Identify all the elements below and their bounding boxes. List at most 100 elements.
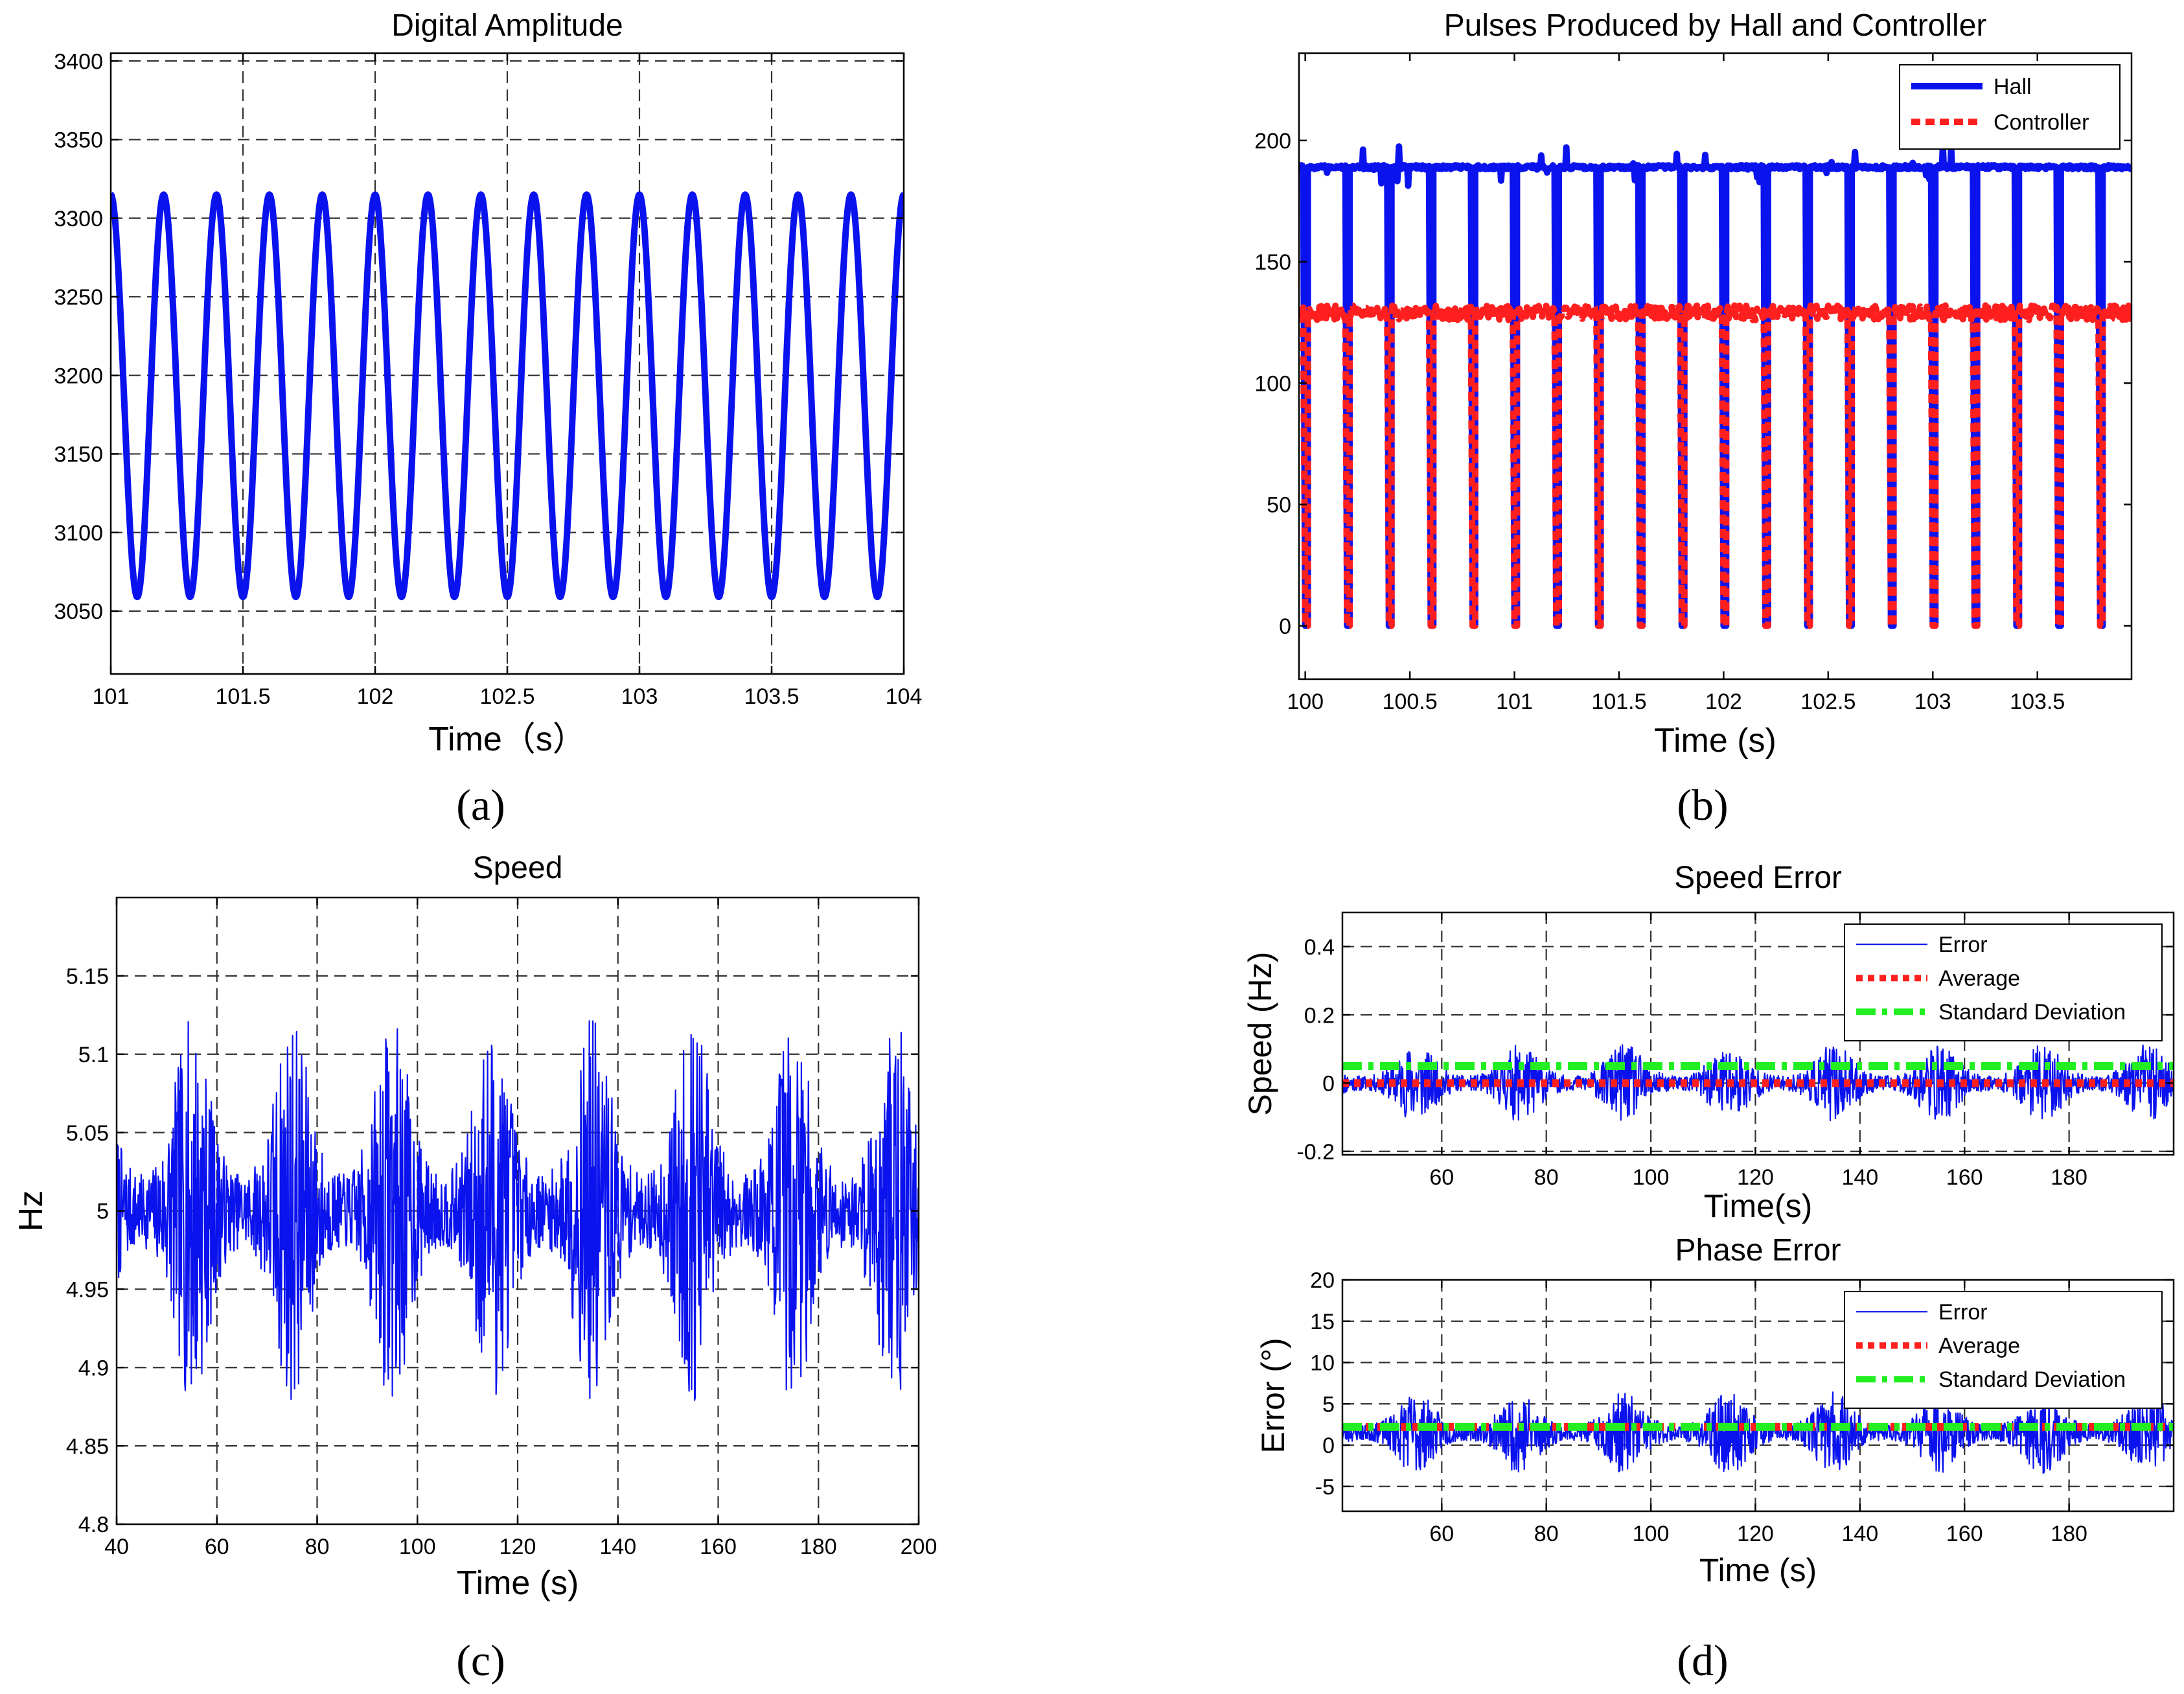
x-tick-label: 180: [2051, 1522, 2087, 1546]
y-tick-label: -5: [1315, 1475, 1335, 1500]
series-amplitude: [111, 191, 904, 601]
y-axis-label: Error (°): [1255, 1338, 1291, 1453]
legend: Hall Controller: [1899, 64, 2121, 150]
y-tick-label: 200: [1254, 129, 1291, 154]
x-tick-label: 120: [500, 1535, 536, 1559]
x-tick-label: 102.5: [1800, 690, 1856, 714]
x-tick-label: 120: [1737, 1522, 1774, 1546]
x-tick-label: 103: [621, 684, 658, 709]
y-tick-label: 4.8: [78, 1513, 109, 1537]
y-axis-label: Speed (Hz): [1242, 952, 1278, 1116]
y-axis-label: Hz: [12, 1190, 50, 1232]
y-tick-label: 5: [97, 1200, 109, 1224]
x-tick-label: 180: [2051, 1165, 2087, 1190]
series-group: [111, 191, 904, 601]
x-tick-label: 40: [104, 1535, 129, 1559]
y-tick-label: 50: [1267, 493, 1291, 518]
x-tick-label: 100: [1633, 1522, 1670, 1546]
chart-d1: 60 80 100 120 140 160 180 -0.2 0 0.2 0.4 Speed Erro…: [1242, 861, 2175, 1224]
x-tick-label: 104: [886, 684, 923, 709]
y-tick-label: 150: [1254, 250, 1291, 275]
y-tick-label: 3300: [54, 207, 103, 231]
y-tick-label: 3050: [54, 599, 103, 624]
x-tick-label: 103: [1914, 690, 1951, 714]
x-axis-label: Time (s): [1654, 722, 1776, 760]
x-tick-label: 60: [205, 1535, 229, 1559]
legend-label: Average: [1938, 1334, 2020, 1358]
y-tick-label: 4.95: [66, 1278, 109, 1303]
x-axis-label: Time(s): [1704, 1188, 1813, 1224]
y-tick-label: 0: [1279, 614, 1291, 639]
plot-area: [1299, 53, 2132, 679]
legend-box: [1899, 64, 2121, 150]
chart-d2: 60 80 100 120 140 160 180 -5 0 5 10 15 20 Phase Error…: [1255, 1233, 2175, 1588]
y-tick-label: 5.15: [66, 964, 109, 989]
series-group: [117, 1020, 919, 1401]
y-tick-label: 3150: [54, 443, 103, 467]
x-axis-label: Time（s）: [428, 721, 586, 758]
x-tick-label: 100: [399, 1535, 436, 1559]
axes-frame: [1298, 52, 2133, 680]
x-tick-label: 80: [1534, 1165, 1559, 1190]
legend-label: Controller: [1994, 110, 2089, 135]
legend-label: Hall: [1994, 75, 2032, 99]
y-tick-label: 3400: [54, 49, 103, 74]
chart-c: 40 60 80 100 120 140 160 180 200 4.8 4.85 4.9 4.95 5 5…: [12, 851, 937, 1602]
legend-box: [1844, 1291, 2163, 1409]
chart-title: Speed Error: [1674, 861, 1842, 895]
x-tick-label: 101: [93, 684, 130, 709]
chart-b: 100 100.5 101 101.5 102 102.5 103 103.5 0 50 100 15…: [1254, 8, 2133, 760]
panel-label-b: (b): [1677, 780, 1728, 830]
x-tick-label: 100: [1287, 690, 1324, 714]
y-tick-label: 3250: [54, 285, 103, 310]
axes-frame: [1341, 1279, 2175, 1513]
x-axis-label: Time (s): [1699, 1552, 1817, 1588]
x-tick-label: 80: [305, 1535, 330, 1559]
x-tick-label: 101.5: [1591, 690, 1646, 714]
y-tick-label: 10: [1310, 1351, 1335, 1376]
series-group: [1342, 1391, 2174, 1474]
panel-label-a: (a): [456, 780, 505, 830]
x-tick-label: 60: [1429, 1522, 1454, 1546]
y-tick-label: 15: [1310, 1310, 1335, 1334]
x-tick-label: 102: [1705, 690, 1742, 714]
chart-title: Digital Amplitude: [391, 8, 623, 43]
y-tick-label: 0.2: [1304, 1003, 1335, 1028]
x-tick-label: 200: [901, 1535, 937, 1559]
y-tick-label: 4.85: [66, 1434, 109, 1459]
legend-label: Standard Deviation: [1938, 1000, 2126, 1025]
x-tick-label: 100: [1633, 1165, 1670, 1190]
x-axis-label: Time (s): [457, 1564, 579, 1602]
legend-label: Standard Deviation: [1938, 1367, 2126, 1392]
x-tick-label: 160: [700, 1535, 737, 1559]
legend-label: Average: [1938, 966, 2020, 991]
y-tick-label: 100: [1254, 371, 1291, 396]
legend-box: [1844, 923, 2163, 1041]
y-tick-label: -0.2: [1296, 1140, 1335, 1165]
chart-title: Pulses Produced by Hall and Controller: [1444, 8, 1987, 43]
series-controller: [1299, 302, 2132, 629]
y-tick-label: 20: [1310, 1268, 1335, 1293]
x-tick-label: 160: [1946, 1522, 1983, 1546]
x-tick-label: 101: [1496, 690, 1533, 714]
y-tick-label: 0.4: [1304, 935, 1335, 960]
chart-a: 101 101.5 102 102.5 103 103.5 104 3050 3100 3150 3…: [54, 8, 922, 758]
grid-lines: [111, 53, 904, 674]
x-tick-label: 100.5: [1383, 690, 1438, 714]
series-group: [1342, 1044, 2174, 1122]
y-tick-label: 5: [1322, 1392, 1335, 1417]
axes-frame: [1341, 911, 2175, 1156]
y-tick-label: 3200: [54, 364, 103, 388]
y-tick-label: 0: [1322, 1433, 1335, 1458]
series-hall: [1299, 142, 2132, 629]
legend-label: Error: [1938, 1300, 1988, 1325]
y-tick-label: 4.9: [78, 1356, 109, 1380]
x-tick-label: 120: [1737, 1165, 1774, 1190]
legend: Error Average Standard Deviation: [1844, 1291, 2163, 1409]
legend: Error Average Standard Deviation: [1844, 923, 2163, 1041]
x-tick-label: 101.5: [215, 684, 270, 709]
x-tick-label: 103.5: [744, 684, 799, 709]
x-tick-label: 140: [1841, 1522, 1878, 1546]
y-tick-label: 3100: [54, 521, 103, 546]
